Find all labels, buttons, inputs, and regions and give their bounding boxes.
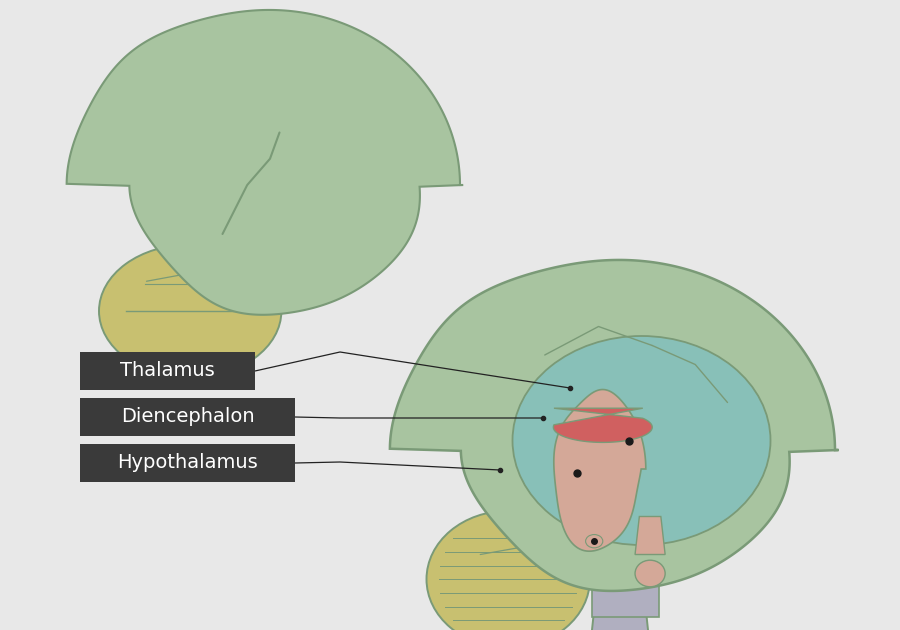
Ellipse shape <box>99 244 282 377</box>
Polygon shape <box>592 579 659 617</box>
Ellipse shape <box>586 534 603 548</box>
Text: Hypothalamus: Hypothalamus <box>117 454 258 472</box>
FancyBboxPatch shape <box>80 444 295 482</box>
Polygon shape <box>554 389 646 551</box>
Ellipse shape <box>427 511 590 630</box>
Ellipse shape <box>635 560 665 587</box>
Text: Thalamus: Thalamus <box>120 362 215 381</box>
Polygon shape <box>554 408 652 442</box>
Text: Diencephalon: Diencephalon <box>121 408 255 427</box>
Polygon shape <box>67 10 464 315</box>
Polygon shape <box>635 517 665 554</box>
FancyBboxPatch shape <box>80 352 255 390</box>
Polygon shape <box>590 549 650 630</box>
Polygon shape <box>205 287 236 369</box>
Polygon shape <box>390 260 839 591</box>
FancyBboxPatch shape <box>80 398 295 436</box>
Ellipse shape <box>512 336 770 545</box>
